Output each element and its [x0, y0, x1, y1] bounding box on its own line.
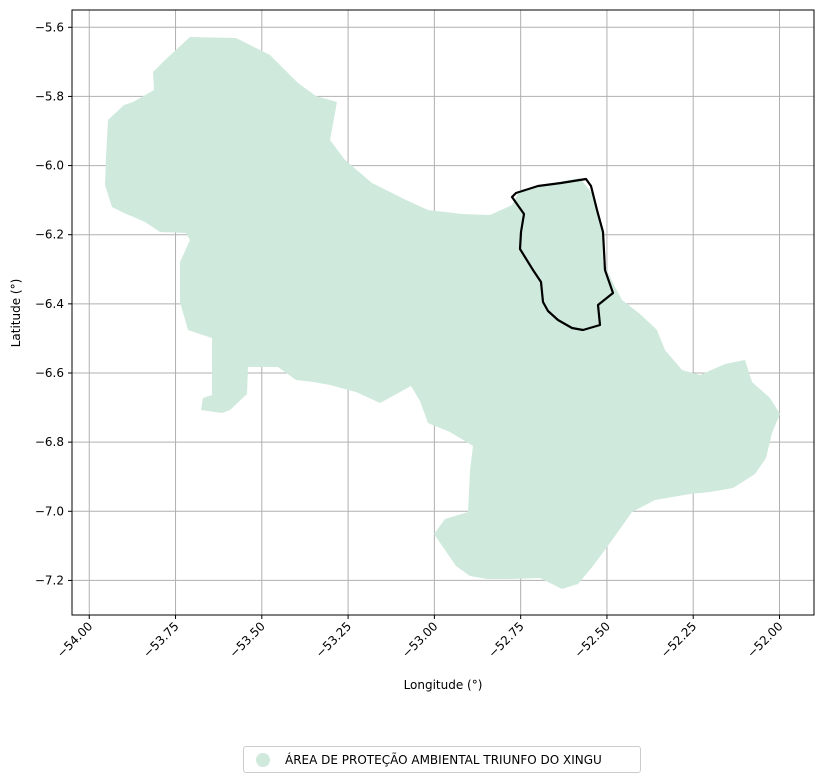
y-axis-label: Latitude (°) — [9, 279, 23, 348]
y-tick-label: −5.6 — [35, 20, 64, 34]
x-tick-label: −52.00 — [744, 619, 785, 660]
x-tick-label: −53.75 — [140, 619, 181, 660]
x-tick-label: −52.75 — [485, 619, 526, 660]
plot-frame — [71, 9, 815, 616]
legend-marker-icon — [256, 752, 270, 767]
apa-triunfo-do-xingu-polygon — [105, 37, 780, 589]
legend: ÁREA DE PROTEÇÃO AMBIENTAL TRIUNFO DO XI… — [243, 746, 641, 773]
x-tick-label: −53.25 — [313, 619, 354, 660]
highlighted-area-outline — [510, 177, 615, 332]
x-tick-label: −52.25 — [658, 619, 699, 660]
y-tick-label: −6.6 — [35, 366, 64, 380]
y-tick-label: −7.2 — [35, 573, 64, 587]
x-tick-label: −53.50 — [227, 619, 268, 660]
y-tick-label: −7.0 — [35, 504, 64, 518]
x-tick-label: −53.00 — [399, 619, 440, 660]
y-tick-label: −6.2 — [35, 228, 64, 242]
y-tick-label: −6.8 — [35, 435, 64, 449]
x-tick-label: −54.00 — [54, 619, 95, 660]
y-tick-label: −5.8 — [35, 89, 64, 103]
y-tick-label: −6.4 — [35, 297, 64, 311]
y-tick-label: −6.0 — [35, 159, 64, 173]
x-axis-label: Longitude (°) — [404, 678, 483, 692]
legend-label: ÁREA DE PROTEÇÃO AMBIENTAL TRIUNFO DO XI… — [285, 752, 602, 767]
x-tick-label: −52.50 — [572, 619, 613, 660]
